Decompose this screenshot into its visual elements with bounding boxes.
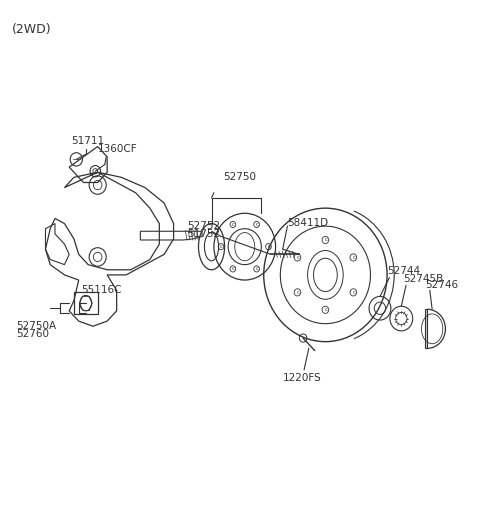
Text: c: c — [352, 255, 355, 260]
Text: c: c — [232, 266, 235, 271]
Text: c: c — [352, 290, 355, 295]
Text: c: c — [267, 244, 270, 249]
Text: 52750: 52750 — [223, 172, 256, 182]
Text: 52752: 52752 — [187, 221, 220, 231]
Text: 51711: 51711 — [72, 136, 105, 146]
Text: (2WD): (2WD) — [12, 23, 52, 36]
Text: c: c — [255, 266, 259, 271]
Text: 1220FS: 1220FS — [283, 373, 322, 383]
Text: 52746: 52746 — [425, 280, 458, 290]
Text: c: c — [297, 255, 300, 260]
Text: 55116C: 55116C — [81, 285, 121, 295]
Text: 52750A: 52750A — [16, 321, 56, 331]
Text: 52760: 52760 — [16, 329, 49, 339]
Text: c: c — [220, 244, 223, 249]
Text: 1360CF: 1360CF — [97, 144, 137, 154]
Text: 51752: 51752 — [187, 229, 220, 239]
Text: c: c — [324, 307, 327, 312]
Text: 52744: 52744 — [387, 266, 420, 276]
Text: c: c — [297, 290, 300, 295]
Text: c: c — [324, 238, 327, 242]
Text: 58411D: 58411D — [288, 217, 329, 227]
Text: c: c — [255, 222, 259, 227]
Text: c: c — [232, 222, 235, 227]
Text: 52745B: 52745B — [404, 274, 444, 284]
